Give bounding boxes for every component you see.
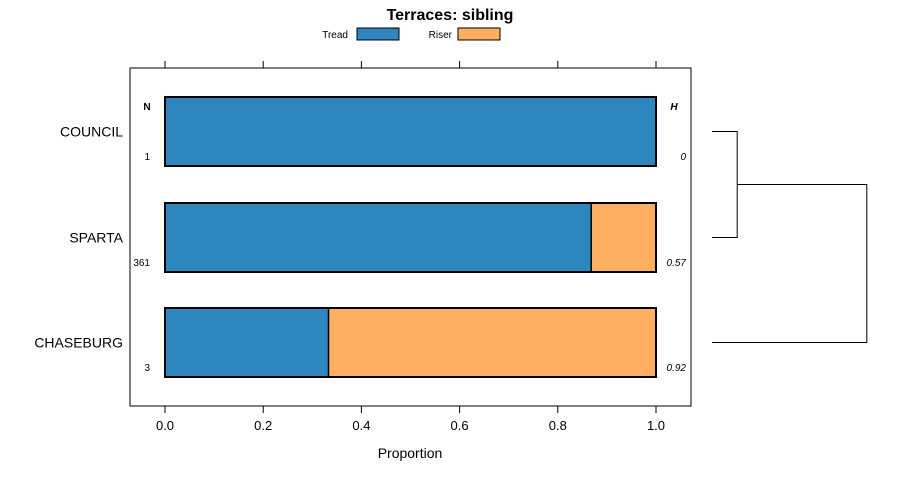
bar-outline-chaseburg — [164, 307, 657, 378]
h-header: H — [670, 102, 678, 113]
bar-chaseburg-riser — [328, 308, 656, 377]
x-tick-label: 0.0 — [156, 418, 174, 433]
category-label-chaseburg: CHASEBURG — [34, 335, 123, 351]
n-value-chaseburg: 3 — [144, 363, 150, 374]
legend-label-riser: Riser — [429, 30, 453, 41]
legend-swatch-riser — [457, 27, 501, 41]
x-axis-label: Proportion — [378, 445, 443, 461]
bar-council-tread — [165, 97, 656, 166]
row-labels: N H COUNCIL 1 0 SPARTA 361 0.57 CHASEBURG 3 0.92 — [34, 102, 686, 374]
h-value-council: 0 — [680, 152, 686, 163]
plot-panel — [129, 67, 692, 407]
n-value-council: 1 — [144, 152, 150, 163]
dendrogram-branch-2 — [712, 184, 868, 343]
dendrogram — [712, 131, 868, 343]
bar-sparta-riser — [591, 203, 656, 272]
bar-outline-council — [164, 96, 657, 167]
bar-sparta-tread — [165, 203, 592, 272]
x-tick-label: 1.0 — [647, 418, 665, 433]
x-axis: 0.0 0.2 0.4 0.6 0.8 1.0 — [156, 61, 665, 433]
legend-swatch-tread — [356, 27, 400, 41]
category-label-council: COUNCIL — [60, 124, 123, 140]
chart-title: Terraces: sibling — [387, 7, 514, 24]
dendrogram-branch-1 — [712, 131, 738, 238]
legend: Tread Riser — [322, 27, 501, 41]
x-tick-label: 0.6 — [451, 418, 469, 433]
bar-outline-sparta — [164, 202, 657, 273]
bar-chaseburg-tread — [165, 308, 329, 377]
n-header: N — [143, 102, 150, 113]
category-label-sparta: SPARTA — [69, 230, 123, 246]
h-value-sparta: 0.57 — [667, 258, 687, 269]
x-tick-label: 0.4 — [352, 418, 370, 433]
bars — [164, 96, 657, 378]
x-tick-label: 0.8 — [549, 418, 567, 433]
n-value-sparta: 361 — [133, 258, 150, 269]
legend-label-tread: Tread — [322, 30, 348, 41]
h-value-chaseburg: 0.92 — [667, 363, 687, 374]
x-tick-label: 0.2 — [254, 418, 272, 433]
